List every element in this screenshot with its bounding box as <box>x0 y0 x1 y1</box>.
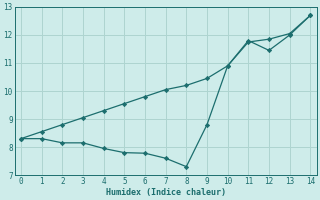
X-axis label: Humidex (Indice chaleur): Humidex (Indice chaleur) <box>106 188 226 197</box>
